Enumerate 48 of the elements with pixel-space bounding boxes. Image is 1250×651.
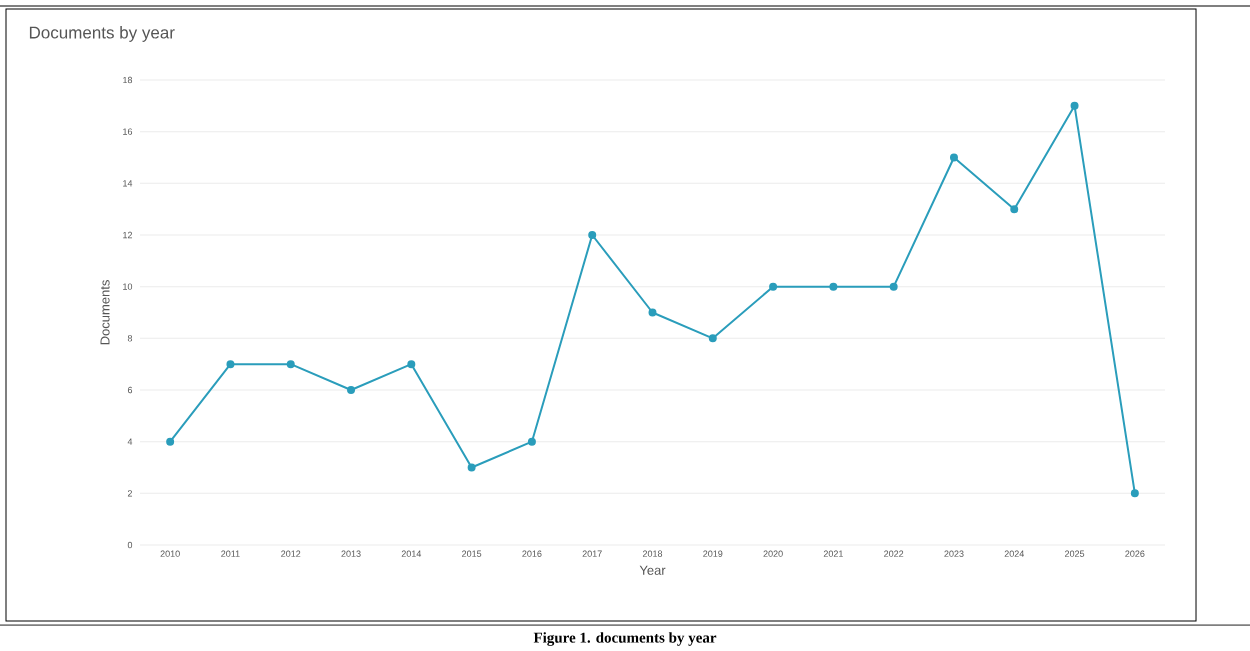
x-tick-label: 2020 xyxy=(763,550,783,557)
y-tick-label: 14 xyxy=(123,180,133,187)
x-tick-label: 2017 xyxy=(582,550,602,557)
y-tick-label: 2 xyxy=(127,490,133,497)
x-tick-label: 2024 xyxy=(1004,550,1025,557)
point xyxy=(407,360,416,369)
x-tick-label: 2015 xyxy=(462,550,482,557)
x-tick-label: 2025 xyxy=(1065,550,1085,557)
point xyxy=(949,153,958,162)
point xyxy=(467,463,476,472)
chart-title: Documents by year xyxy=(29,26,175,42)
point xyxy=(166,437,175,446)
y-tick-label: 0 xyxy=(127,541,133,549)
point xyxy=(347,386,356,394)
y-tick-label: 16 xyxy=(123,128,133,135)
x-tick-label: 2016 xyxy=(522,550,542,557)
point xyxy=(527,437,536,446)
x-axis-title: Year xyxy=(639,565,666,575)
x-tick-label: 2018 xyxy=(642,550,663,557)
point xyxy=(226,360,235,369)
point xyxy=(588,231,597,239)
point xyxy=(1070,101,1079,110)
x-tick-label: 2012 xyxy=(281,550,301,557)
point xyxy=(1130,489,1139,498)
point xyxy=(769,282,778,291)
point xyxy=(829,282,838,291)
point xyxy=(286,360,295,369)
x-tick-label: 2019 xyxy=(703,550,723,557)
x-tick-label: 2013 xyxy=(341,550,361,557)
y-tick-label: 18 xyxy=(123,76,133,84)
caption: Figure 1. documents by year xyxy=(533,632,717,646)
y-tick-label: 6 xyxy=(127,386,133,394)
x-tick-label: 2026 xyxy=(1125,550,1145,557)
x-tick-label: 2023 xyxy=(944,550,964,557)
y-tick-label: 4 xyxy=(127,438,133,445)
x-tick-label: 2014 xyxy=(401,550,422,557)
point xyxy=(708,334,717,343)
y-tick-label: 8 xyxy=(127,335,133,342)
point xyxy=(1010,205,1019,214)
x-tick-label: 2011 xyxy=(221,550,240,557)
point xyxy=(648,308,657,317)
x-tick-label: 2021 xyxy=(823,550,843,557)
y-tick-label: 10 xyxy=(123,283,133,290)
y-tick-label: 12 xyxy=(123,231,133,239)
y-axis-title: Documents xyxy=(100,280,110,345)
x-tick-label: 2010 xyxy=(160,550,180,557)
point xyxy=(889,282,898,291)
x-tick-label: 2022 xyxy=(884,550,904,557)
